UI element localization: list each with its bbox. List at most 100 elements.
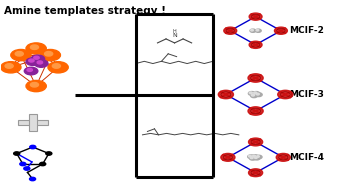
Circle shape (31, 45, 39, 50)
Circle shape (251, 94, 257, 98)
Polygon shape (279, 94, 291, 99)
Polygon shape (220, 94, 232, 99)
Circle shape (37, 61, 43, 64)
Bar (29, 114, 37, 131)
Polygon shape (256, 170, 263, 176)
Circle shape (26, 81, 46, 92)
Circle shape (248, 155, 251, 157)
Circle shape (250, 157, 253, 159)
Circle shape (46, 152, 52, 155)
Text: MCIF-2: MCIF-2 (290, 26, 324, 35)
Circle shape (250, 156, 256, 160)
Text: Amine templates strategy !: Amine templates strategy ! (4, 6, 166, 16)
Circle shape (254, 157, 257, 158)
Circle shape (26, 43, 46, 54)
Circle shape (48, 62, 68, 73)
Circle shape (250, 29, 256, 32)
Circle shape (256, 93, 259, 95)
Polygon shape (256, 14, 262, 19)
Circle shape (40, 162, 46, 166)
Polygon shape (278, 91, 285, 98)
Circle shape (26, 58, 40, 65)
Circle shape (5, 64, 13, 68)
Circle shape (255, 93, 262, 97)
Circle shape (52, 64, 60, 68)
Polygon shape (248, 170, 256, 176)
Polygon shape (225, 31, 235, 34)
Polygon shape (250, 138, 261, 142)
Circle shape (253, 155, 256, 157)
Polygon shape (250, 142, 261, 146)
Circle shape (24, 167, 30, 170)
Circle shape (252, 94, 255, 96)
Circle shape (251, 29, 253, 31)
Polygon shape (251, 45, 261, 48)
Circle shape (253, 91, 260, 95)
Polygon shape (256, 139, 263, 145)
Polygon shape (249, 14, 256, 19)
Polygon shape (250, 169, 261, 173)
Polygon shape (251, 17, 261, 20)
Polygon shape (222, 153, 233, 157)
Polygon shape (218, 91, 226, 98)
Bar (18, 120, 47, 125)
Circle shape (35, 60, 48, 67)
Text: N: N (172, 33, 177, 38)
Polygon shape (250, 74, 261, 78)
Circle shape (30, 145, 36, 149)
Circle shape (255, 29, 261, 32)
Polygon shape (256, 42, 262, 47)
Polygon shape (251, 41, 261, 45)
Circle shape (254, 92, 257, 94)
Circle shape (248, 91, 255, 95)
Polygon shape (285, 91, 293, 98)
Circle shape (24, 67, 38, 75)
Polygon shape (248, 108, 256, 114)
Polygon shape (248, 75, 256, 81)
Polygon shape (248, 139, 256, 145)
Polygon shape (228, 154, 235, 160)
Polygon shape (224, 28, 230, 33)
Polygon shape (226, 91, 234, 98)
Circle shape (27, 68, 33, 71)
Polygon shape (220, 90, 232, 94)
Polygon shape (276, 31, 286, 34)
Circle shape (254, 156, 260, 160)
Circle shape (40, 50, 60, 61)
Polygon shape (283, 154, 290, 160)
Circle shape (31, 55, 45, 63)
Circle shape (45, 52, 53, 56)
Polygon shape (250, 111, 261, 115)
Circle shape (252, 155, 258, 158)
Polygon shape (278, 153, 289, 157)
Polygon shape (230, 28, 237, 33)
Circle shape (256, 29, 259, 31)
Polygon shape (281, 28, 287, 33)
Circle shape (15, 52, 23, 56)
Polygon shape (256, 75, 263, 81)
Polygon shape (221, 154, 228, 160)
Polygon shape (250, 173, 261, 177)
Circle shape (29, 177, 36, 181)
Polygon shape (256, 108, 263, 114)
Circle shape (256, 156, 259, 157)
Circle shape (1, 62, 21, 73)
Circle shape (34, 56, 39, 59)
Text: H: H (173, 29, 176, 34)
Polygon shape (276, 27, 286, 31)
Polygon shape (278, 157, 289, 161)
Text: MCIF-3: MCIF-3 (290, 90, 324, 99)
Polygon shape (279, 90, 291, 94)
Circle shape (31, 82, 39, 87)
Polygon shape (250, 107, 261, 111)
Circle shape (256, 155, 262, 159)
Polygon shape (250, 78, 261, 82)
Polygon shape (275, 28, 281, 33)
Circle shape (20, 162, 26, 166)
Polygon shape (222, 157, 233, 161)
Polygon shape (276, 154, 283, 160)
Circle shape (29, 59, 34, 62)
Polygon shape (249, 42, 256, 47)
Polygon shape (225, 27, 235, 31)
Circle shape (249, 92, 252, 94)
